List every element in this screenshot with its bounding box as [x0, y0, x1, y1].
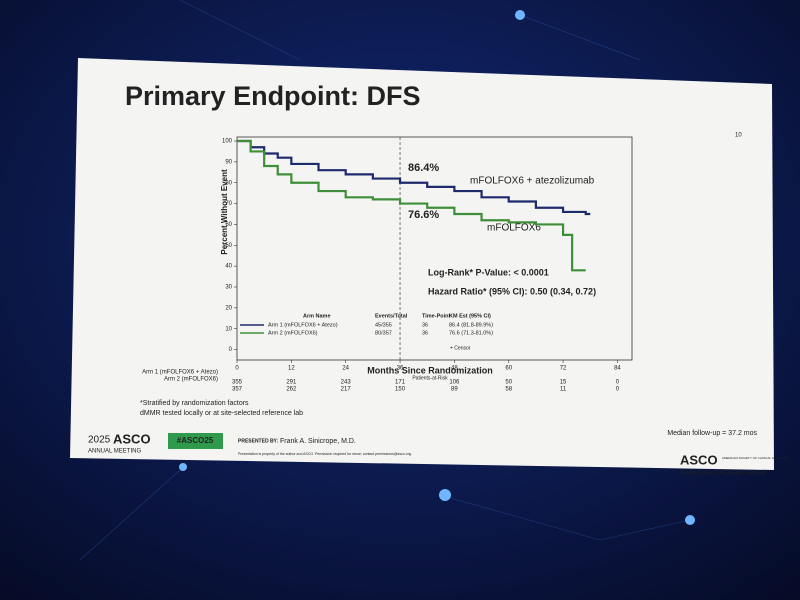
presenter: Frank A. Sinicrope, M.D. — [280, 438, 356, 445]
legend-cell: 76.6 (71.3-81.0%) — [449, 330, 493, 336]
at-risk-count: 0 — [616, 380, 620, 386]
x-tick-label: 0 — [235, 366, 239, 372]
legend-cell: Arm 2 (mFOLFOX6) — [268, 330, 318, 336]
y-tick-label: 70 — [225, 201, 232, 207]
at-risk-title: Patients-at-Risk — [412, 375, 448, 381]
legend-header: Events/Total — [375, 313, 408, 319]
at-risk-count: 89 — [451, 387, 458, 393]
at-risk-count: 11 — [560, 387, 567, 393]
at-risk-count: 106 — [449, 380, 460, 386]
at-risk-count: 357 — [232, 387, 243, 393]
presented-by: PRESENTED BY: — [238, 438, 279, 444]
censor-note: + Censor — [450, 345, 471, 351]
y-tick-label: 0 — [229, 347, 233, 353]
follow-up: Median follow-up = 37.2 mos — [667, 430, 757, 437]
survival-curve — [237, 139, 586, 272]
at-risk-label: Arm 2 (mFOLFOX6) — [164, 377, 218, 383]
at-risk-label: Arm 1 (mFOLFOX6 + Atezo) — [142, 370, 218, 376]
x-tick-label: 84 — [614, 366, 621, 372]
at-risk-count: 217 — [341, 387, 352, 393]
at-risk-count: 291 — [286, 380, 297, 386]
legend-header: Time-Point — [422, 313, 450, 319]
at-risk-count: 15 — [560, 380, 567, 386]
y-tick-label: 20 — [225, 305, 232, 311]
y-tick-label: 90 — [225, 159, 232, 165]
y-axis-label: Percent Without Event — [220, 169, 229, 255]
survival-curve — [237, 139, 591, 216]
page-number: 10 — [735, 133, 742, 139]
x-tick-label: 12 — [288, 366, 295, 372]
at-risk-count: 262 — [286, 387, 297, 393]
at-risk-count: 50 — [505, 380, 512, 386]
hashtag: #ASCO25 — [177, 436, 214, 445]
legend-cell: 80/357 — [375, 330, 392, 336]
asco-logo: ASCO — [680, 452, 718, 467]
series-label: mFOLFOX6 — [487, 223, 541, 234]
legend-cell: 36 — [422, 330, 428, 336]
slide-title: Primary Endpoint: DFS — [125, 81, 421, 111]
legend-header: KM Est (95% CI) — [449, 313, 491, 319]
network-nodes — [179, 10, 695, 525]
at-risk-count: 0 — [616, 387, 620, 393]
series-label: mFOLFOX6 + atezolizumab — [470, 176, 595, 187]
hashtag-box — [168, 433, 223, 449]
hazard-ratio: Hazard Ratio* (95% CI): 0.50 (0.34, 0.72… — [428, 286, 596, 296]
y-tick-label: 80 — [225, 180, 232, 186]
y-tick-label: 30 — [225, 285, 232, 291]
footnote: *Stratified by randomization factors — [140, 400, 249, 407]
meeting-brand: ASCO — [113, 431, 151, 446]
y-tick-label: 100 — [222, 139, 233, 145]
y-tick-label: 10 — [225, 326, 232, 332]
plot-frame — [236, 136, 633, 361]
disclaimer: Presentation is property of the author a… — [238, 452, 412, 456]
at-risk-count: 243 — [341, 380, 352, 386]
footnote: dMMR tested locally or at site-selected … — [140, 410, 303, 417]
x-tick-label: 36 — [397, 366, 404, 372]
y-tick-label: 40 — [225, 264, 232, 270]
at-risk-count: 58 — [505, 387, 512, 393]
at-risk-count: 150 — [395, 387, 406, 393]
y-tick-label: 50 — [225, 243, 232, 249]
log-rank: Log-Rank* P-Value: < 0.0001 — [428, 267, 549, 277]
x-axis-label: Months Since Randomization — [367, 365, 493, 375]
legend-cell: 86.4 (81.8-89.9%) — [449, 322, 493, 328]
km-plot: 0 10 20 30 40 50 60 70 80 90 100 0 12 24 36 48 60 72 84 Arm… — [142, 136, 633, 393]
at-risk-count: 171 — [395, 380, 406, 386]
y-tick-label: 60 — [225, 222, 232, 228]
x-tick-label: 60 — [505, 366, 512, 372]
meeting-name: ANNUAL MEETING — [88, 449, 141, 455]
slide — [70, 58, 774, 470]
legend-header: Arm Name — [303, 313, 331, 319]
legend-cell: 36 — [422, 322, 428, 328]
network-decoration — [79, 0, 691, 561]
point-label: 76.6% — [408, 209, 439, 221]
at-risk-count: 355 — [232, 380, 243, 386]
x-tick-label: 48 — [451, 366, 458, 372]
society-name: AMERICAN SOCIETY OF CLINICAL ONCOLOGY — [722, 456, 789, 460]
x-tick-label: 72 — [560, 366, 567, 372]
point-label: 86.4% — [408, 162, 439, 174]
legend-cell: Arm 1 (mFOLFOX6 + Atezo) — [268, 322, 338, 328]
legend-cell: 45/355 — [375, 322, 392, 328]
x-tick-label: 24 — [342, 366, 349, 372]
meeting-year: 2025 — [88, 435, 111, 446]
tagline: KNOWLEDGE CONQUERS CANCER — [680, 470, 766, 476]
